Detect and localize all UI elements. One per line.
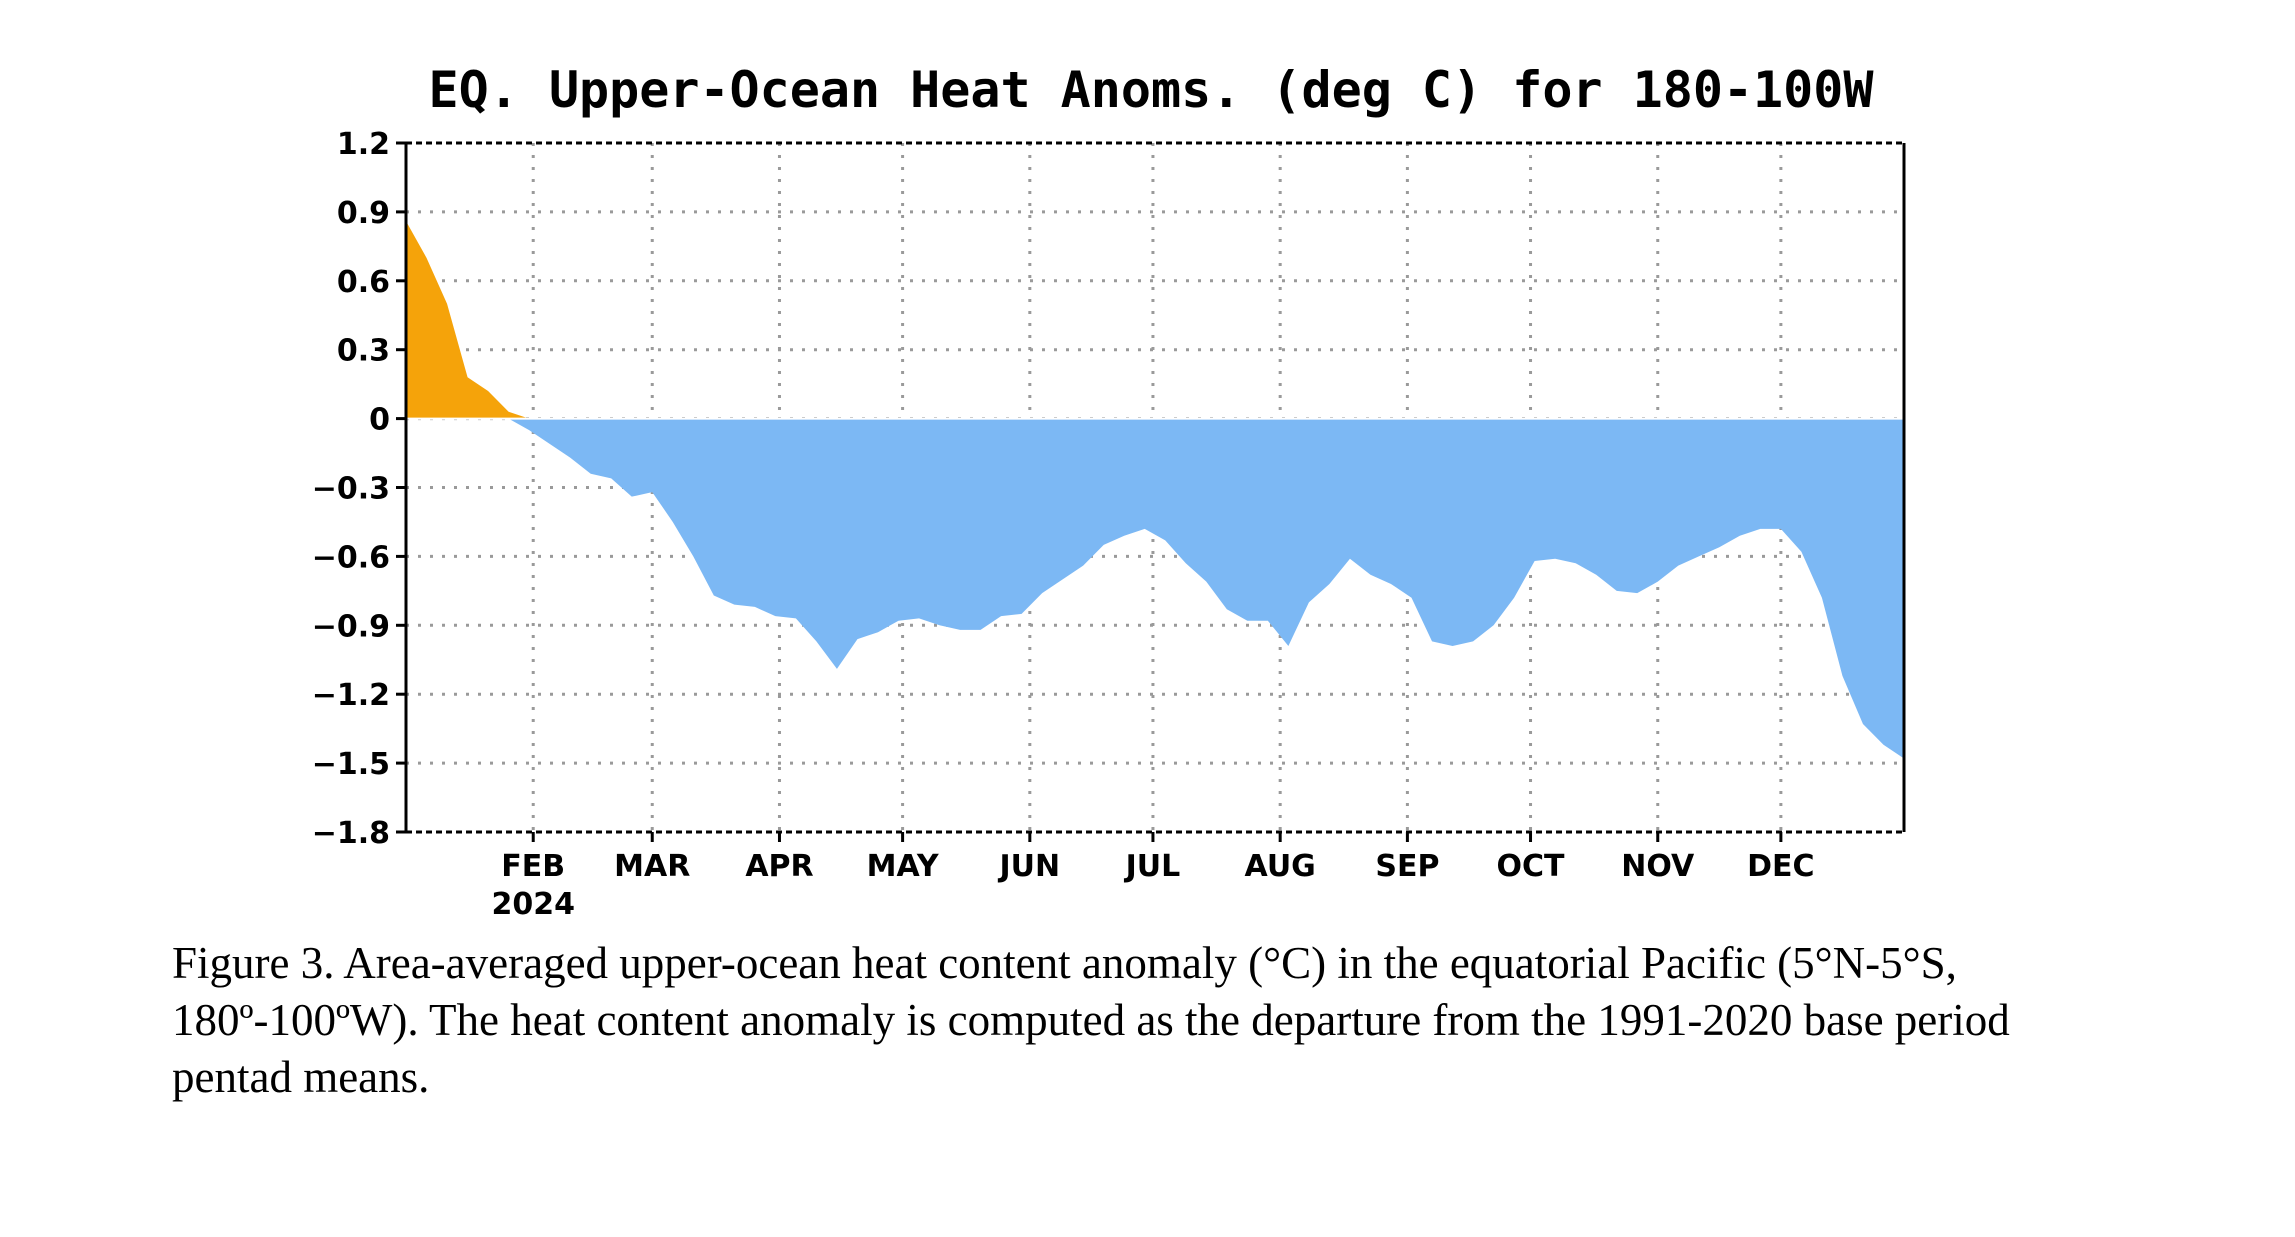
y-tick-label: −1.8 [312, 816, 390, 851]
y-tick-label: 0.6 [337, 265, 390, 300]
x-tick-label: JUN [998, 849, 1061, 884]
y-tick-label: 0.3 [337, 334, 390, 369]
year-label: 2024 [491, 887, 575, 920]
y-tick-label: −0.6 [312, 540, 390, 575]
chart-title: EQ. Upper-Ocean Heat Anoms. (deg C) for … [429, 61, 1875, 119]
y-tick-label: 0 [369, 403, 390, 438]
y-tick-label: −1.5 [312, 747, 390, 782]
y-tick-labels: 1.2 0.9 0.6 0.3 0 −0.3 −0.6 −0.9 −1.2 −1.5 −1.8 [312, 127, 390, 851]
x-tick-labels: FEB MAR APR MAY JUN JUL AUG SEP OCT NOV DEC [501, 849, 1814, 884]
x-tick-label: OCT [1497, 849, 1566, 884]
x-tick-label: AUG [1245, 849, 1316, 884]
x-tick-label: SEP [1375, 849, 1439, 884]
heat-anomaly-chart: EQ. Upper-Ocean Heat Anoms. (deg C) for … [312, 61, 1906, 920]
y-tick-label: 0.9 [337, 196, 390, 231]
y-tick-label: −0.3 [312, 472, 390, 507]
anomaly-areas [406, 221, 1904, 759]
x-tick-label: MAY [867, 849, 940, 884]
x-tick-label: FEB [501, 849, 565, 884]
x-tick-label: NOV [1621, 849, 1695, 884]
x-tick-label: DEC [1747, 849, 1814, 884]
positive-anomaly-area [406, 221, 1904, 419]
axes [396, 141, 1906, 842]
x-tick-label: MAR [614, 849, 690, 884]
y-tick-label: 1.2 [337, 127, 390, 162]
x-tick-label: APR [745, 849, 813, 884]
y-tick-label: −0.9 [312, 609, 390, 644]
x-tick-label: JUL [1124, 849, 1181, 884]
negative-anomaly-area [406, 418, 1904, 759]
y-tick-label: −1.2 [312, 678, 390, 713]
figure-caption: Figure 3. Area-averaged upper-ocean heat… [172, 938, 2010, 1102]
